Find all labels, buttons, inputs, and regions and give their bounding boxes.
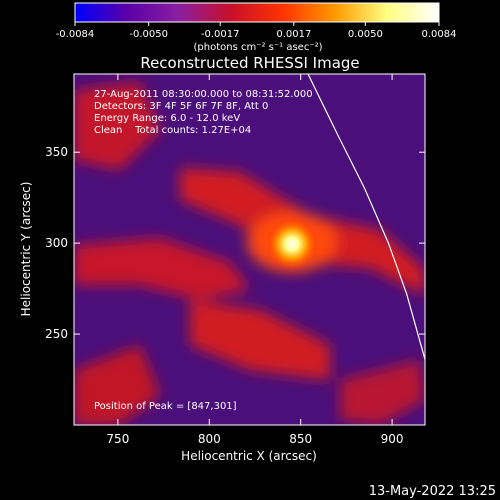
annotation-detectors: Detectors: 3F 4F 5F 6F 7F 8F, Att 0: [94, 101, 268, 112]
x-axis-label: Heliocentric X (arcsec): [181, 449, 317, 463]
x-tick-label: 800: [198, 432, 221, 446]
x-tick-label: 850: [289, 432, 312, 446]
emission-band-6: [340, 360, 425, 425]
colorbar-tick-label: 0.0050: [348, 29, 383, 40]
colorbar-ticks: -0.0084 -0.0050 -0.0017 0.0017 0.0050 0.0084: [56, 22, 457, 40]
y-axis-label: Heliocentric Y (arcsec): [19, 182, 33, 317]
annotation-energy: Energy Range: 6.0 - 12.0 keV: [94, 113, 240, 124]
emission-band-1: [74, 82, 160, 170]
x-tick-label: 900: [381, 432, 404, 446]
chart-title: Reconstructed RHESSI Image: [140, 54, 359, 72]
colorbar-tick-label: 0.0017: [276, 29, 311, 40]
colorbar-tick-label: -0.0017: [201, 29, 240, 40]
footer-timestamp: 13-May-2022 13:25: [369, 484, 496, 499]
y-tick-label: 350: [45, 145, 68, 159]
x-axis-ticks: 750 800 850 900: [106, 74, 404, 446]
x-tick-label: 750: [106, 432, 129, 446]
y-tick-label: 250: [45, 327, 68, 341]
colorbar-tick-label: -0.0050: [129, 29, 168, 40]
colorbar-tick-label: 0.0084: [422, 29, 457, 40]
colorbar-unit-label: (photons cm⁻² s⁻¹ asec⁻²): [193, 42, 322, 53]
colorbar: [74, 2, 440, 23]
annotation-clean: Clean Total counts: 1.27E+04: [94, 125, 251, 136]
emission-band-3: [74, 238, 250, 300]
emission-band-4: [190, 300, 330, 380]
emission-band-5: [74, 345, 160, 425]
flare-peak-source: [266, 218, 318, 270]
y-tick-label: 300: [45, 236, 68, 250]
annotation-peak: Position of Peak = [847,301]: [94, 401, 237, 412]
y-axis-ticks: 250 300 350: [45, 145, 425, 341]
annotation-time: 27-Aug-2011 08:30:00.000 to 08:31:52.000: [94, 89, 313, 100]
solar-limb-curve: [307, 74, 425, 360]
plot-frame: [73, 73, 426, 426]
colorbar-tick-label: -0.0084: [56, 29, 95, 40]
